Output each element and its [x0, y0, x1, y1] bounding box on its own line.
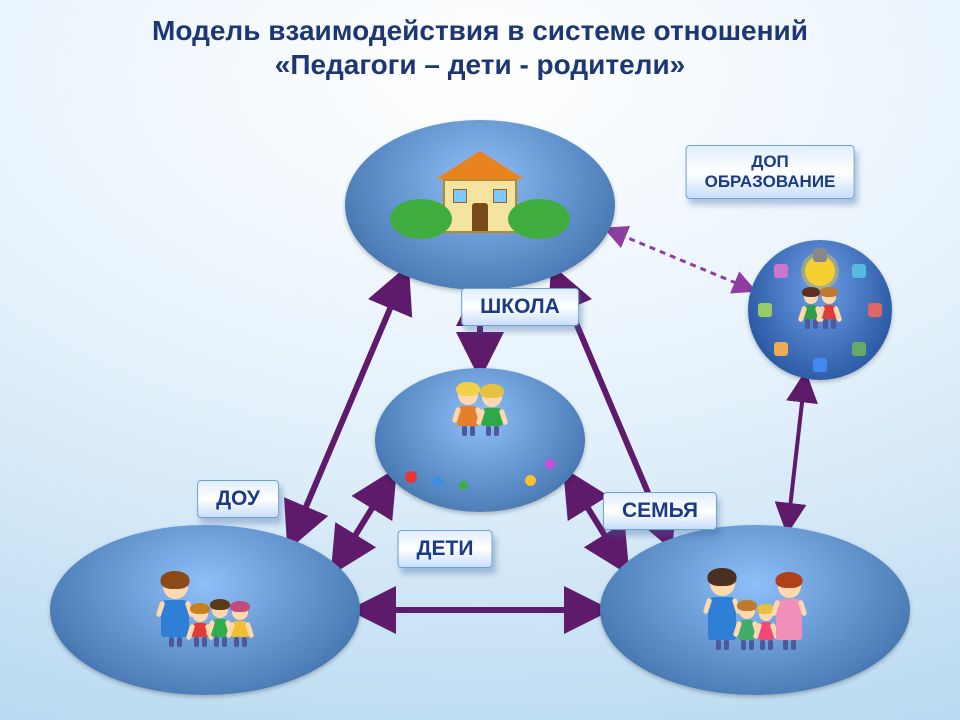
- title-line-2: «Педагоги – дети - родители»: [0, 48, 960, 82]
- label-school: ШКОЛА: [461, 288, 579, 326]
- family-illustration: [645, 571, 865, 649]
- edge-ext-family: [788, 378, 805, 527]
- diagram-stage: Модель взаимодействия в системе отношени…: [0, 0, 960, 720]
- children-illustration: [395, 385, 565, 495]
- edge-school-ext: [609, 230, 751, 289]
- school-illustration: [385, 145, 575, 265]
- label-ext: ДОП ОБРАЗОВАНИЕ: [686, 145, 855, 199]
- label-family: СЕМЬЯ: [603, 492, 717, 530]
- label-dou: ДОУ: [197, 480, 279, 518]
- ext-illustration: [760, 250, 880, 370]
- node-dou: [50, 525, 360, 695]
- node-children: [375, 368, 585, 512]
- edge-children-dou: [337, 478, 391, 565]
- node-school: [345, 120, 615, 290]
- label-children: ДЕТИ: [398, 530, 493, 568]
- node-family: [600, 525, 910, 695]
- page-title: Модель взаимодействия в системе отношени…: [0, 14, 960, 82]
- node-ext: [748, 240, 892, 380]
- title-line-1: Модель взаимодействия в системе отношени…: [0, 14, 960, 48]
- dou-illustration: [85, 574, 325, 646]
